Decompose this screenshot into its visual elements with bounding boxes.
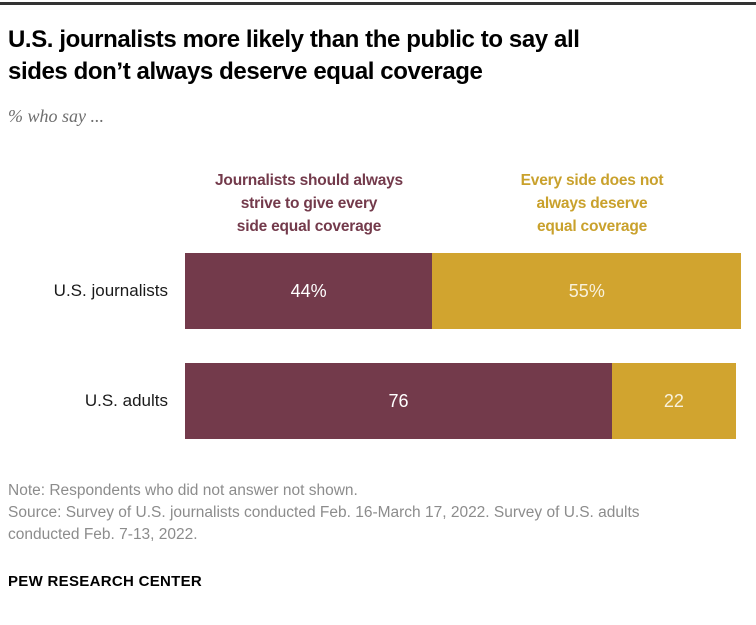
page-title-line-2: sides don’t always deserve equal coverag… — [8, 58, 483, 85]
bar-row: U.S. adults 76 22 — [0, 363, 756, 439]
category-label: U.S. journalists — [53, 281, 168, 300]
legend-left: Journalists should always strive to give… — [163, 169, 455, 238]
source-line-1: Source: Survey of U.S. journalists condu… — [8, 504, 640, 521]
note-line: Note: Respondents who did not answer not… — [8, 482, 358, 499]
bar-segment: 22 — [612, 363, 736, 439]
legend-right: Every side does not always deserve equal… — [458, 169, 726, 238]
bar-track: 44% 55% — [185, 253, 747, 329]
top-rule — [0, 2, 756, 5]
bar-track: 76 22 — [185, 363, 747, 439]
page-title-line-1: U.S. journalists more likely than the pu… — [8, 26, 580, 53]
legend-right-line-3: equal coverage — [536, 218, 648, 235]
category-label: U.S. adults — [84, 391, 168, 410]
legend-right-line-1: Every side does not — [520, 172, 664, 189]
page-title: U.S. journalists more likely than the pu… — [8, 24, 753, 88]
legend-left-line-1: Journalists should always — [215, 172, 403, 189]
footer-note: Note: Respondents who did not answer not… — [8, 480, 756, 546]
bar-segment: 55% — [432, 253, 742, 329]
brand-label: PEW RESEARCH CENTER — [8, 573, 203, 590]
source-line-2: conducted Feb. 7-13, 2022. — [8, 526, 198, 543]
bar-segment: 76 — [185, 363, 613, 439]
chart-rows: U.S. journalists 44% 55% U.S. adults 76 22 — [0, 253, 756, 473]
bar-segment: 44% — [185, 253, 433, 329]
legend-right-line-2: always deserve — [536, 195, 648, 212]
legend-left-line-3: side equal coverage — [236, 218, 382, 235]
chart-subtitle: % who say ... — [8, 106, 104, 126]
bar-row: U.S. journalists 44% 55% — [0, 253, 756, 329]
legend-left-line-2: strive to give every — [240, 195, 378, 212]
